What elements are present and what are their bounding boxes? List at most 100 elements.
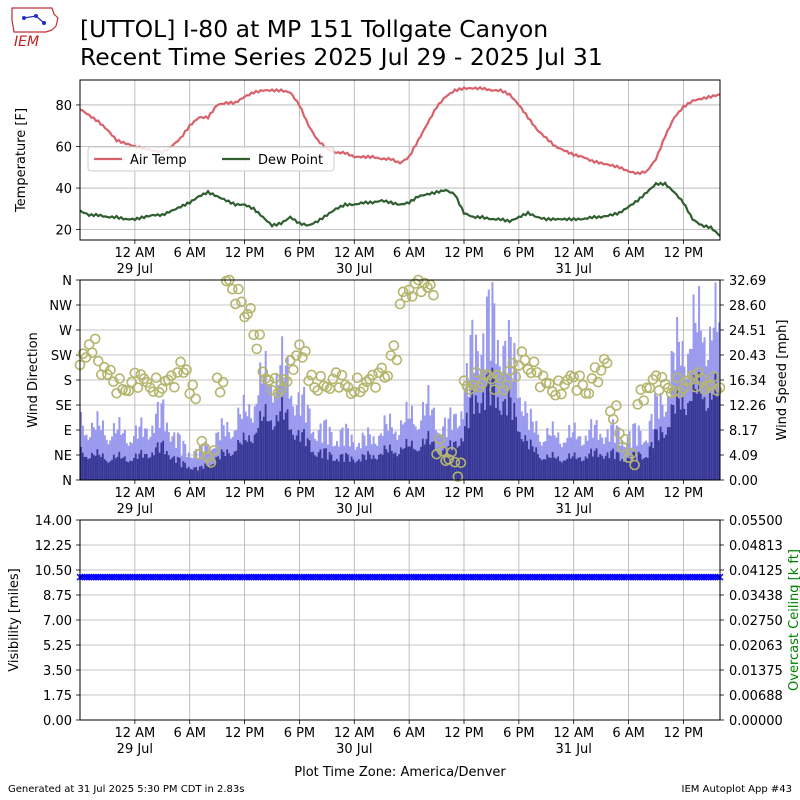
y-tick-label: NW: [49, 299, 72, 314]
x-tick-label: 6 AM: [173, 246, 206, 261]
y2-tick-label: 20.43: [729, 349, 766, 364]
wind-speed-bar: [292, 434, 295, 480]
wind-speed-bar: [696, 393, 699, 480]
wind-gust-bar: [101, 420, 104, 480]
wind-speed-bar: [582, 460, 585, 480]
wind-speed-bar: [134, 453, 137, 480]
wind-speed-bar: [337, 461, 340, 480]
wind-speed-bar: [315, 456, 318, 480]
wind-speed-bar: [332, 460, 335, 480]
wind-speed-bar: [145, 454, 148, 480]
wind-speed-bar: [467, 428, 470, 480]
wind-direction-point: [501, 380, 512, 391]
wind-direction-point: [181, 364, 192, 375]
wind-speed-bar: [491, 367, 494, 480]
wind-gust-bar: [156, 401, 159, 480]
wind-speed-bar: [376, 459, 379, 480]
wind-direction-point: [391, 354, 403, 366]
x-tick-label: 6 AM: [612, 246, 645, 261]
wind-speed-bar: [474, 395, 477, 480]
wind-speed-bar: [306, 438, 309, 480]
wind-direction-point: [227, 283, 238, 295]
wind-speed-bar: [423, 444, 426, 480]
wind-speed-bar: [410, 440, 413, 480]
wind-direction-point: [257, 366, 269, 378]
x-tick-label: 12 AM: [553, 246, 594, 261]
wind-speed-bar: [515, 416, 518, 480]
wind-speed-bar: [363, 455, 366, 480]
wind-speed-bar: [215, 457, 218, 480]
wind-direction-point: [251, 343, 263, 355]
wind-gust-bar: [546, 428, 549, 480]
wind-direction-point: [650, 370, 662, 382]
wind-speed-bar: [434, 451, 437, 480]
wind-speed-bar: [593, 450, 596, 480]
wind-gust-bar: [182, 440, 185, 480]
wind-speed-bar: [390, 450, 393, 480]
wind-speed-bar: [286, 409, 289, 480]
wind-direction-point: [291, 350, 302, 361]
y-tick-label: E: [64, 424, 72, 439]
wind-direction-point: [696, 373, 708, 384]
wind-speed-bar: [123, 456, 126, 480]
wind-speed-bar: [186, 468, 189, 480]
wind-direction-point: [461, 380, 473, 392]
wind-direction-point: [86, 347, 98, 358]
wind-speed-bar: [712, 394, 715, 480]
x-tick-label: 12 PM: [444, 726, 484, 741]
wind-direction-point: [242, 308, 253, 320]
wind-gust-bar: [191, 458, 194, 480]
wind-direction-point: [126, 376, 138, 388]
wind-speed-bar: [158, 452, 161, 480]
wind-speed-bar: [701, 399, 704, 480]
wind-speed-bar: [323, 448, 326, 480]
wind-speed-bar: [359, 461, 362, 480]
wind-gust-bar: [154, 413, 157, 480]
wind-direction-point: [348, 386, 360, 398]
wind-speed-bar: [485, 374, 488, 480]
wind-gust-bar: [573, 422, 576, 480]
wind-speed-bar: [231, 454, 234, 480]
wind-direction-point: [214, 387, 226, 398]
wind-gust-bar: [133, 435, 136, 480]
wind-speed-bar: [303, 429, 306, 480]
wind-speed-bar: [613, 459, 616, 480]
chart-title-line2: Recent Time Series 2025 Jul 29 - 2025 Ju…: [80, 43, 603, 71]
wind-speed-bar: [705, 410, 708, 480]
wind-speed-bar: [180, 467, 183, 480]
wind-speed-bar: [538, 458, 541, 480]
wind-speed-bar: [635, 460, 638, 480]
wind-speed-bar: [487, 371, 490, 480]
wind-direction-point: [455, 457, 467, 469]
wind-speed-bar: [378, 454, 381, 480]
wind-speed-bar: [167, 455, 170, 480]
y-tick-label: N: [62, 474, 72, 489]
wind-speed-bar: [189, 469, 192, 480]
wind-speed-bar: [645, 457, 648, 480]
wind-direction-point: [278, 374, 290, 385]
wind-speed-bar: [293, 439, 296, 480]
wind-speed-bar: [409, 446, 412, 480]
wind-speed-bar: [394, 452, 397, 480]
iem-logo-text: IEM: [14, 34, 39, 50]
x-tick-label: 12 AM: [114, 726, 155, 741]
wind-speed-bar: [200, 465, 203, 480]
wind-speed-bar: [560, 462, 563, 480]
y2-tick-label: 0.00: [729, 474, 758, 489]
wind-speed-bar: [610, 450, 613, 480]
wind-speed-bar: [504, 399, 507, 480]
wind-speed-bar: [297, 430, 300, 480]
wind-speed-bar: [513, 402, 516, 480]
wind-direction-point: [352, 372, 363, 384]
wind-direction-point: [254, 329, 266, 340]
wind-speed-bar: [164, 454, 167, 480]
wind-speed-bar: [495, 407, 498, 480]
wind-speed-bar: [169, 459, 172, 480]
wind-speed-bar: [511, 419, 514, 480]
wind-direction-point: [513, 360, 525, 371]
wind-gust-bar: [81, 425, 84, 480]
wind-speed-bar: [432, 441, 435, 480]
footer-generated: Generated at 31 Jul 2025 5:30 PM CDT in …: [8, 784, 245, 795]
wind-speed-bar: [707, 408, 710, 480]
wind-direction-point: [105, 364, 116, 376]
